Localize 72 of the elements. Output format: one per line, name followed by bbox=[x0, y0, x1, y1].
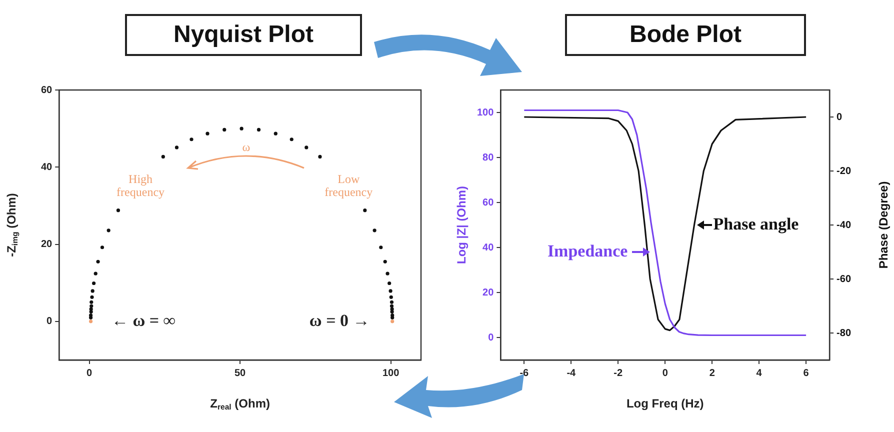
chart-title: Bode Plot bbox=[565, 14, 806, 56]
point bbox=[304, 146, 308, 150]
point bbox=[90, 300, 94, 304]
y2-tick-label: -40 bbox=[836, 220, 852, 231]
x-tick-label: 100 bbox=[382, 368, 400, 379]
y2-axis-title: Phase (Degree) bbox=[876, 181, 890, 269]
point bbox=[389, 295, 393, 299]
point bbox=[390, 304, 394, 308]
x-axis-title: Log Freq (Hz) bbox=[626, 396, 704, 410]
y-axis-title: Log |Z| (Ohm) bbox=[454, 186, 468, 264]
y2-tick-label: -60 bbox=[836, 274, 852, 285]
point bbox=[92, 281, 96, 286]
point bbox=[116, 208, 120, 212]
point bbox=[372, 228, 376, 232]
point bbox=[90, 295, 94, 299]
point bbox=[383, 260, 387, 264]
point bbox=[89, 307, 93, 311]
point bbox=[390, 300, 394, 304]
point bbox=[388, 281, 392, 286]
x-tick-label: 2 bbox=[709, 368, 716, 379]
point bbox=[390, 320, 394, 324]
point bbox=[274, 132, 278, 136]
point bbox=[206, 132, 210, 136]
legend-label: Phase angle bbox=[713, 214, 800, 234]
annotation: ω = 0 → bbox=[309, 310, 370, 330]
point bbox=[388, 289, 392, 293]
x-tick-label: 4 bbox=[756, 368, 762, 379]
annotation: High frequency bbox=[116, 172, 165, 200]
point bbox=[161, 154, 165, 159]
y-tick-label: 60 bbox=[482, 197, 494, 208]
point bbox=[256, 128, 261, 132]
y-tick-label: 0 bbox=[488, 332, 494, 344]
point bbox=[94, 272, 98, 276]
point bbox=[390, 316, 394, 320]
x-tick-label: 50 bbox=[234, 368, 246, 379]
point bbox=[100, 246, 104, 250]
y2-tick-label: -80 bbox=[836, 328, 852, 339]
y-tick-label: 100 bbox=[476, 107, 494, 118]
x-tick-label: -4 bbox=[566, 368, 576, 379]
point bbox=[386, 272, 390, 276]
point bbox=[106, 228, 110, 232]
y-tick-label: 20 bbox=[482, 287, 494, 298]
chart-title: Nyquist Plot bbox=[125, 14, 362, 56]
point bbox=[363, 208, 367, 212]
y-tick-label: 20 bbox=[41, 239, 53, 250]
y-tick-label: 80 bbox=[482, 152, 494, 164]
point bbox=[222, 128, 226, 132]
point bbox=[290, 138, 294, 142]
point bbox=[190, 138, 194, 142]
series-label: Impedance bbox=[547, 241, 628, 260]
x-tick-label: 0 bbox=[86, 368, 92, 379]
y-tick-label: 0 bbox=[46, 316, 53, 328]
point bbox=[90, 304, 94, 308]
point bbox=[240, 126, 244, 130]
x-tick-label: -2 bbox=[614, 368, 624, 379]
y-tick-label: 40 bbox=[482, 242, 494, 254]
y-tick-label: 40 bbox=[41, 162, 53, 173]
y2-tick-label: -20 bbox=[836, 166, 852, 177]
x-tick-label: 6 bbox=[803, 368, 810, 379]
point bbox=[318, 154, 322, 159]
point bbox=[174, 146, 179, 150]
annotation: ← ω = ∞ bbox=[111, 310, 176, 330]
y-tick-label: 60 bbox=[41, 84, 53, 96]
x-tick-label: -6 bbox=[520, 368, 530, 379]
point bbox=[88, 320, 93, 324]
annotation: ω bbox=[242, 140, 250, 154]
x-tick-label: 0 bbox=[662, 368, 668, 379]
y2-tick-label: 0 bbox=[836, 112, 843, 123]
point bbox=[379, 246, 383, 250]
point bbox=[90, 289, 94, 293]
annotation: Low frequency bbox=[324, 172, 373, 200]
point bbox=[96, 260, 100, 264]
